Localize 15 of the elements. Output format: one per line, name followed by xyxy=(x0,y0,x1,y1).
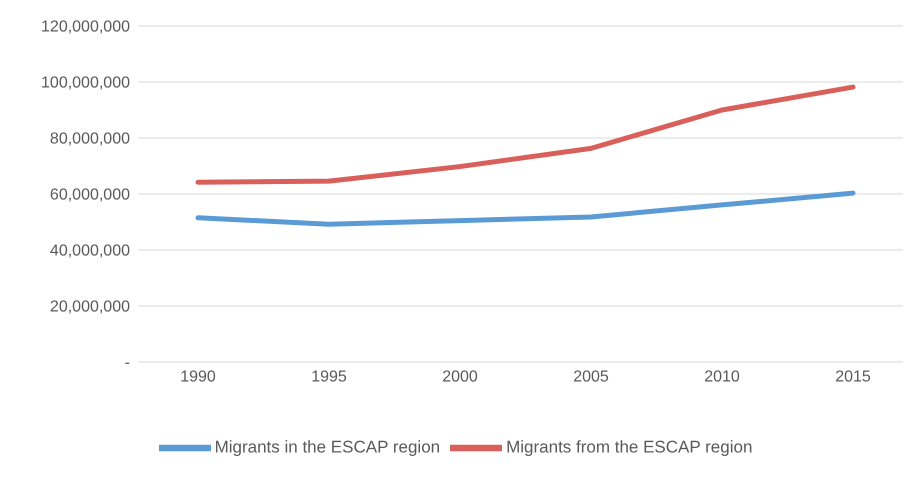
legend-label: Migrants from the ESCAP region xyxy=(506,437,752,456)
y-tick-label: 120,000,000 xyxy=(41,18,130,36)
y-tick-label: 60,000,000 xyxy=(50,186,130,204)
x-tick-label: 1990 xyxy=(180,368,216,386)
x-tick-label: 2010 xyxy=(704,368,740,386)
x-tick-label: 1995 xyxy=(311,368,347,386)
y-tick-label: 100,000,000 xyxy=(41,74,130,92)
x-tick-label: 2015 xyxy=(835,368,871,386)
legend-label: Migrants in the ESCAP region xyxy=(214,437,440,456)
y-tick-label: - xyxy=(124,354,130,372)
y-tick-label: 20,000,000 xyxy=(50,298,130,316)
x-tick-label: 2005 xyxy=(573,368,609,386)
y-tick-label: 40,000,000 xyxy=(50,242,130,260)
y-tick-label: 80,000,000 xyxy=(50,130,130,148)
x-tick-label: 2000 xyxy=(442,368,478,386)
